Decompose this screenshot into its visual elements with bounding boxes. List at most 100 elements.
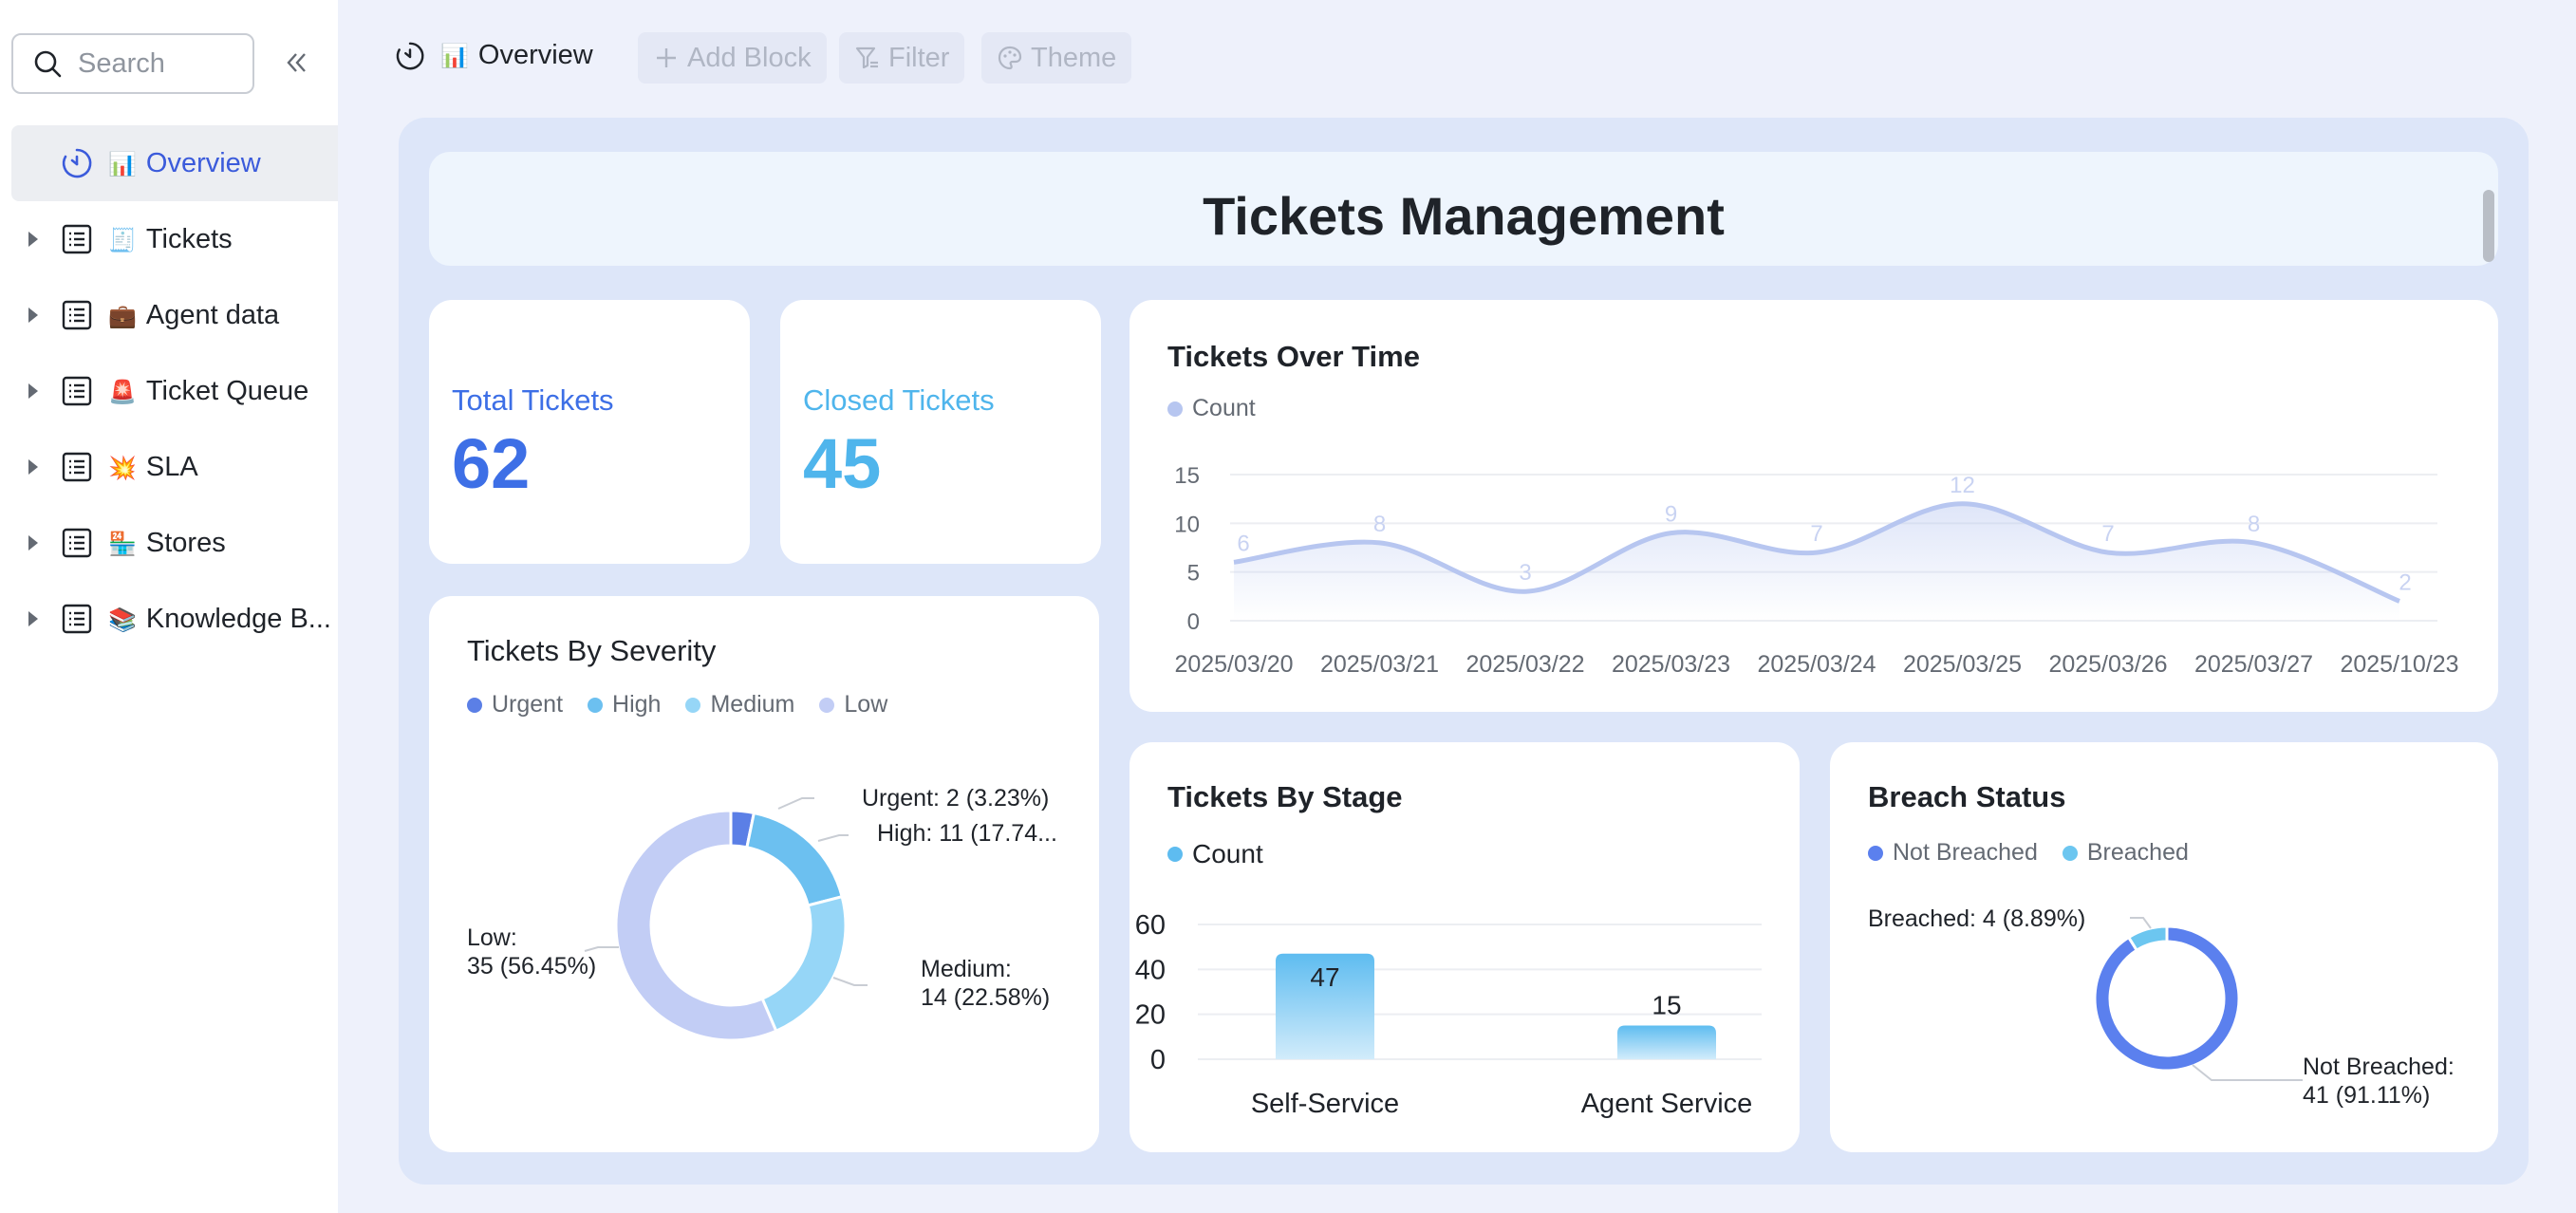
line-chart: 0 5 10 15 6 8 3 9 7 12 7 8 2 2025/03/20 2025/03/21 2025… [1174,463,2458,678]
y-tick-label: 60 [1135,910,1166,941]
legend-label: High [612,691,662,718]
legend-item-not-breached[interactable]: Not Breached [1868,839,2038,867]
tickets-by-stage-card[interactable]: Tickets By Stage Count 0 20 40 60 47 Self-Ser… [1129,742,1800,1152]
sidebar-item-ticket-queue[interactable]: 🚨 Ticket Queue [0,353,338,429]
sidebar-item-stores[interactable]: 🏪 Stores [0,505,338,581]
legend-item-count[interactable]: Count [1167,839,1263,869]
theme-button[interactable]: Theme [981,32,1132,84]
slice-label-low: Low: [467,924,517,951]
filter-label: Filter [888,42,950,73]
breach-status-card[interactable]: Breach Status Not Breached Breached Brea… [1830,742,2498,1152]
x-tick-label: 2025/03/23 [1612,651,1730,678]
data-label: 15 [1652,991,1681,1020]
bar-agent-service[interactable] [1617,1025,1716,1060]
receipt-emoji-icon: 🧾 [108,226,137,253]
closed-tickets-card[interactable]: Closed Tickets 45 [780,300,1101,564]
table-icon [62,300,92,330]
closed-tickets-value: 45 [803,424,882,503]
x-tick-label: 2025/10/23 [2340,651,2458,678]
legend-item-breached[interactable]: Breached [2062,839,2189,867]
expand-caret-icon[interactable] [28,459,38,475]
legend-item-low[interactable]: Low [819,691,887,718]
filter-button[interactable]: Filter [839,32,965,84]
severity-donut-chart: Urgent: 2 (3.23%) High: 11 (17.74... Mediu… [467,785,1057,1042]
total-tickets-value: 62 [452,424,531,503]
tickets-over-time-card[interactable]: Tickets Over Time Count 0 5 10 15 6 8 3 9 7 12 7 8 2… [1129,300,2498,712]
x-tick-label: 2025/03/21 [1320,651,1439,678]
sidebar-item-label: Tickets [145,223,233,254]
y-tick-label: 15 [1174,463,1200,489]
leader-line [584,946,619,952]
slice-breached[interactable] [2126,924,2169,953]
expand-caret-icon[interactable] [28,232,38,247]
x-tick-label: 2025/03/27 [2194,651,2313,678]
sidebar-item-knowledge-base[interactable]: 📚 Knowledge B... [0,581,338,657]
total-tickets-label: Total Tickets [452,383,614,417]
expand-caret-icon[interactable] [28,535,38,551]
y-tick-label: 20 [1135,1000,1166,1031]
collapse-sidebar-button[interactable] [279,44,313,82]
legend-label: Urgent [492,691,564,718]
table-icon [62,528,92,558]
chart-emoji-icon: 📊 [440,42,469,69]
slice-low[interactable] [614,809,778,1042]
data-label: 8 [2248,512,2260,537]
y-tick-label: 10 [1174,512,1200,537]
sidebar-item-label: SLA [145,451,198,482]
table-icon [62,604,92,634]
leader-line [777,797,814,810]
search-placeholder: Search [78,47,165,79]
expand-caret-icon[interactable] [28,308,38,323]
filter-icon [855,47,878,69]
search-input[interactable]: Search [11,33,254,94]
expand-caret-icon[interactable] [28,611,38,626]
sidebar-item-overview[interactable]: 📊 Overview [11,125,338,201]
chart-legend: Count [1167,839,1288,869]
briefcase-emoji-icon: 💼 [108,302,137,329]
stage-bar-chart: 0 20 40 60 47 Self-Service 15 Agent Service [1135,910,1762,1119]
legend-item-medium[interactable]: Medium [685,691,794,718]
slice-label-high: High: 11 (17.74... [877,820,1057,847]
slice-not-breached[interactable] [2093,924,2241,1073]
bar-self-service[interactable] [1276,953,1374,1059]
data-label: 12 [1950,473,1975,498]
scrollbar-thumb[interactable] [2483,190,2494,262]
legend-label: Count [1192,395,1256,421]
legend-dot [588,697,604,713]
x-tick-label: 2025/03/22 [1465,651,1584,678]
add-block-button[interactable]: Add Block [638,32,827,84]
page-title-text: Overview [477,40,593,70]
legend-item-high[interactable]: High [588,691,661,718]
y-tick-label: 0 [1150,1045,1166,1075]
legend-dot [1868,845,1883,861]
slice-high[interactable] [745,811,844,907]
x-tick-label: Self-Service [1251,1089,1399,1119]
total-tickets-card[interactable]: Total Tickets 62 [429,300,750,564]
legend-item-count[interactable]: Count [1167,395,1256,422]
tickets-by-severity-card[interactable]: Tickets By Severity Urgent High Medium L… [429,596,1099,1152]
chart-title: Tickets By Severity [467,634,717,667]
series-line-count[interactable] [1233,501,2400,604]
dashboard-title: Tickets Management [1203,185,1725,246]
legend-label: Breached [2086,839,2189,866]
sidebar-item-agent-data[interactable]: 💼 Agent data [0,277,338,353]
data-label: 47 [1310,962,1339,992]
sidebar-item-label: Knowledge B... [145,603,331,634]
data-label: 6 [1237,531,1249,556]
legend-dot [1167,847,1183,862]
chart-legend: Urgent High Medium Low [467,691,912,718]
expand-caret-icon[interactable] [28,383,38,399]
topbar: 📊 Overview Add Block Filter Theme [338,0,2576,114]
leader-line [832,977,868,986]
data-label: 3 [1519,560,1531,586]
x-tick-label: 2025/03/26 [2048,651,2167,678]
sidebar-item-tickets[interactable]: 🧾 Tickets [0,201,338,277]
closed-tickets-label: Closed Tickets [803,383,995,417]
legend-item-urgent[interactable]: Urgent [467,691,563,718]
slice-medium[interactable] [760,894,848,1034]
books-emoji-icon: 📚 [108,606,137,633]
chart-title: Tickets Over Time [1167,340,1420,373]
sidebar-item-sla[interactable]: 💥 SLA [0,429,338,505]
data-label: 7 [1810,521,1822,547]
data-label: 8 [1373,512,1386,537]
